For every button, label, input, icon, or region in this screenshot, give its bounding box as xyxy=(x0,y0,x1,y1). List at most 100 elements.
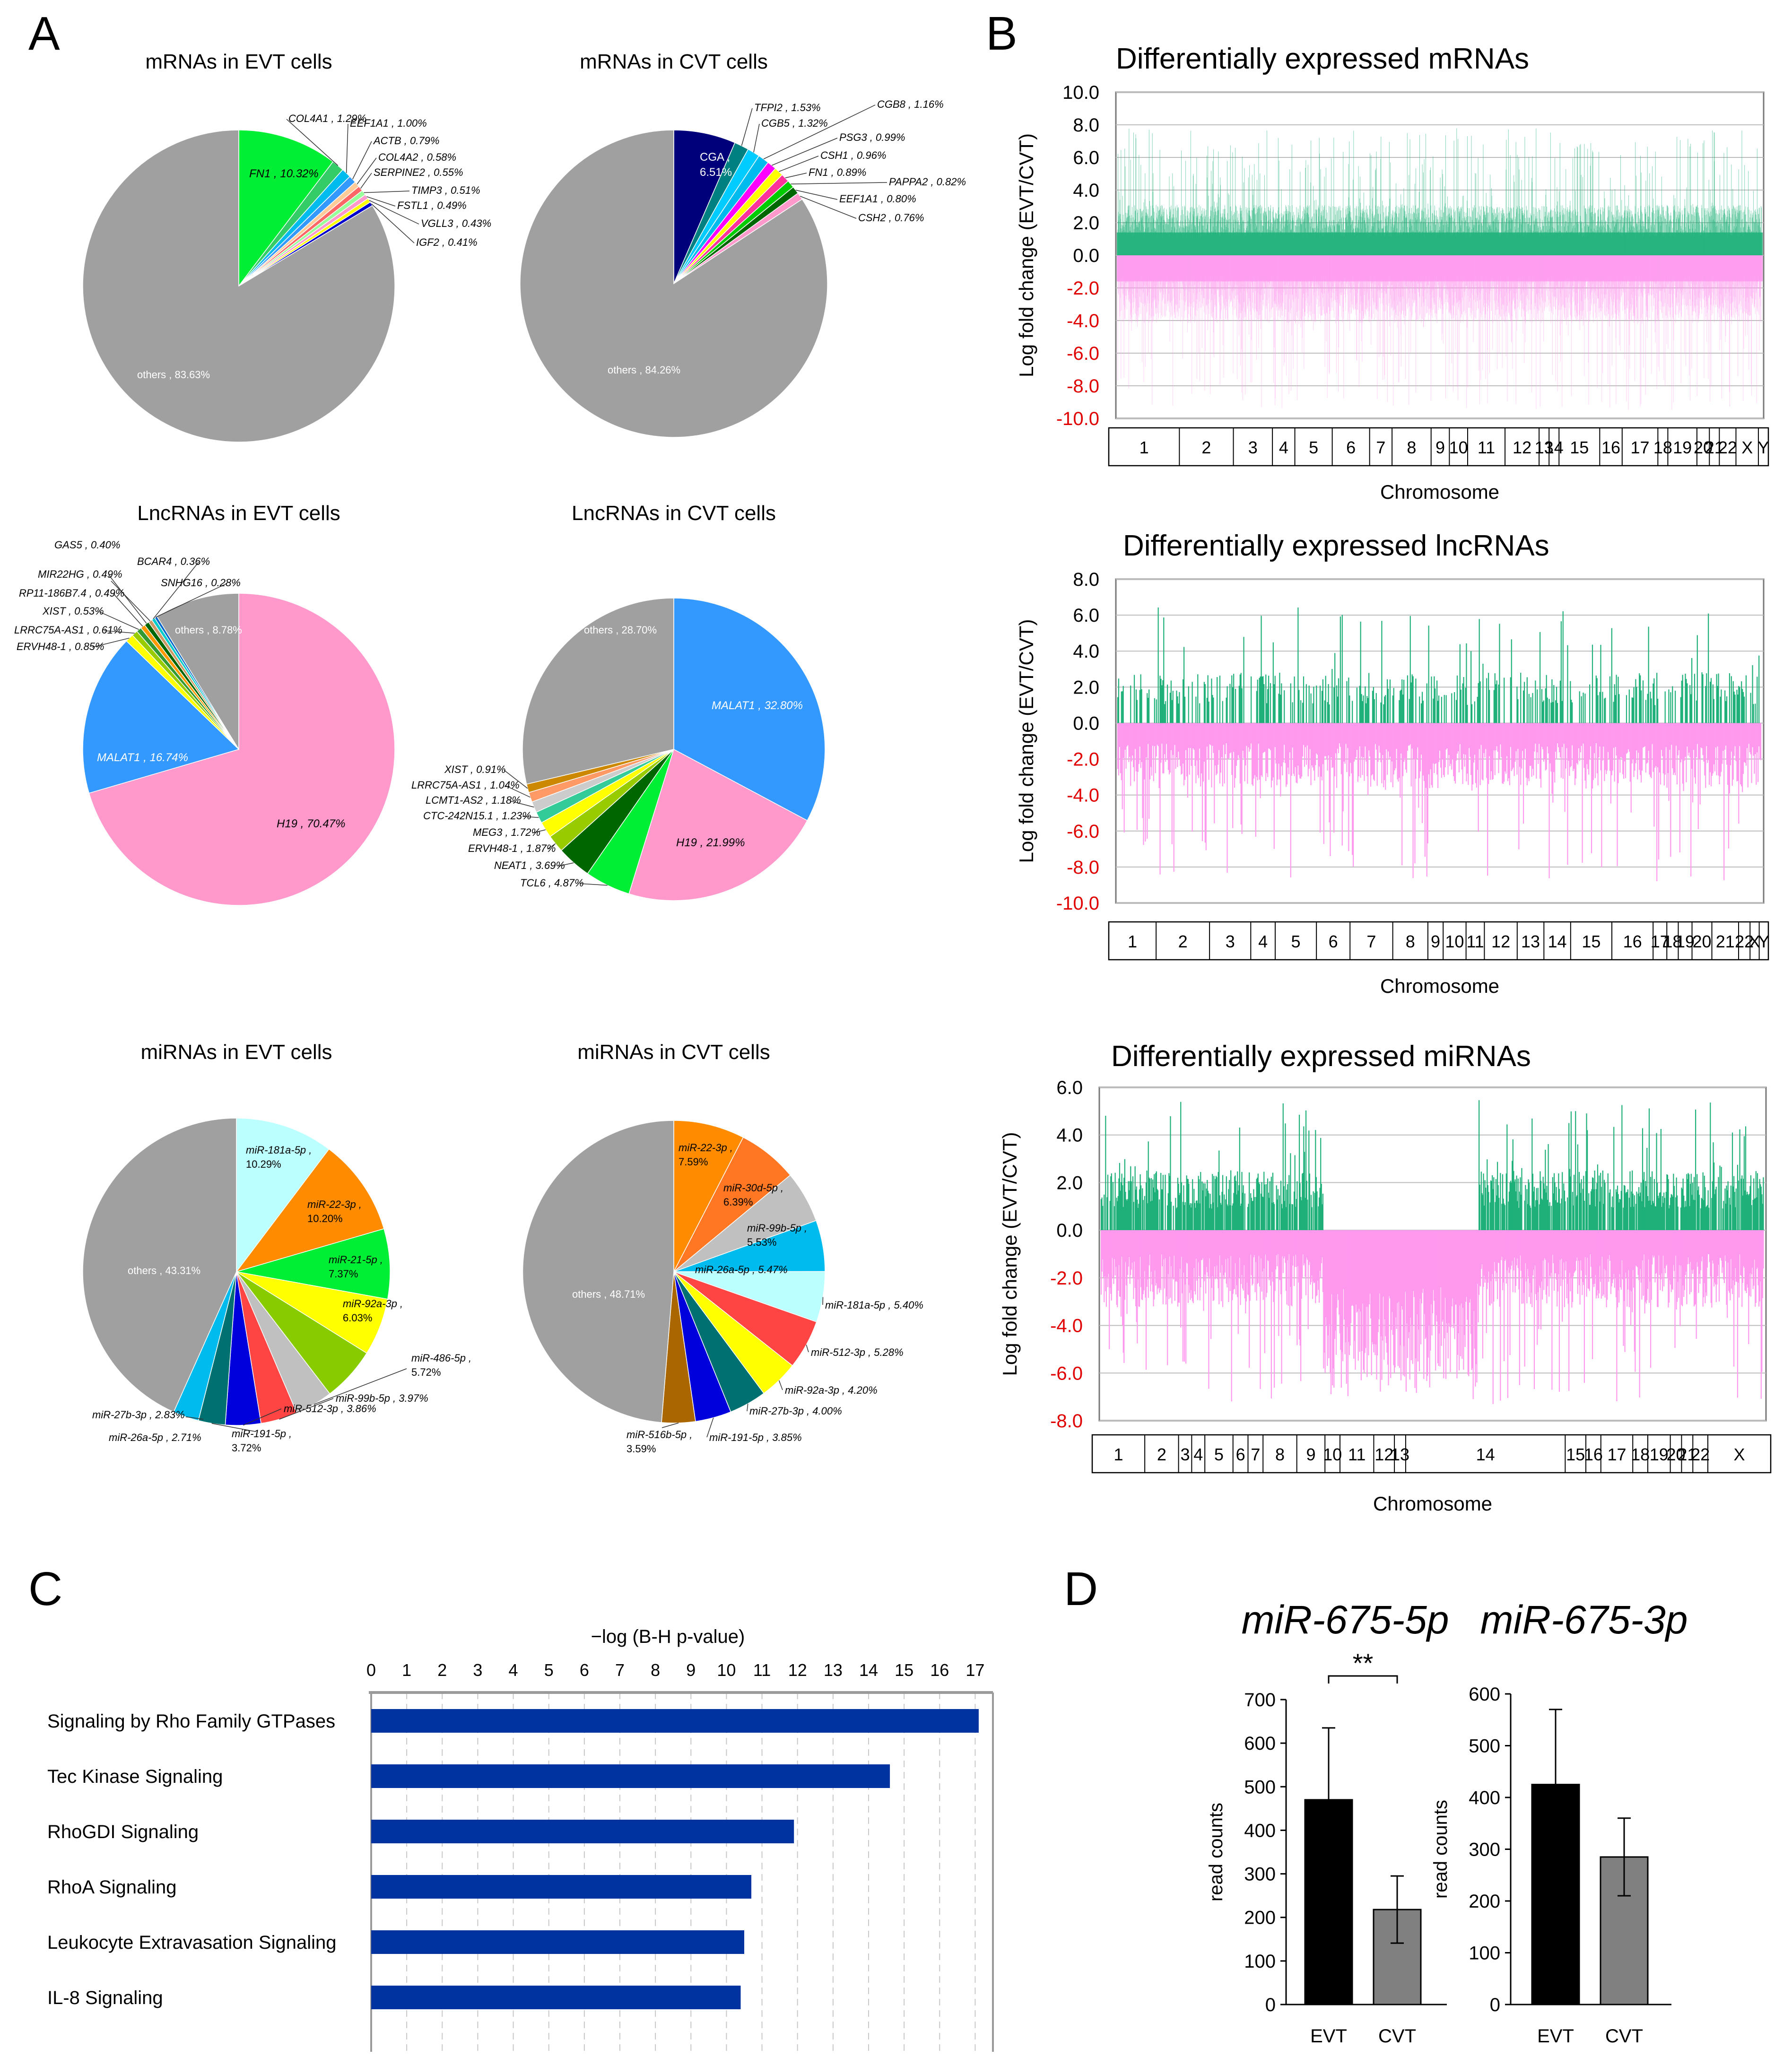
callout-label: COL4A2 , 0.58% xyxy=(378,151,456,163)
slice-label: MALAT1 , 16.74% xyxy=(97,751,188,764)
callout-label: SERPINE2 , 0.55% xyxy=(374,166,463,178)
callout-label: COL4A1 , 1.29% xyxy=(288,113,366,124)
callout-line xyxy=(800,196,857,219)
callout-label: TFPI2 , 1.53% xyxy=(754,102,821,113)
pie-slice xyxy=(520,130,828,438)
slice-label: 10.20% xyxy=(307,1213,343,1224)
slice-label: 5.53% xyxy=(747,1236,776,1248)
callout-label: miR-92a-3p , 4.20% xyxy=(785,1384,878,1396)
slice-label: 7.37% xyxy=(329,1268,358,1280)
callout-line xyxy=(104,630,135,634)
pie-title: LncRNAs in CVT cells xyxy=(572,502,776,525)
pie-slice xyxy=(82,130,395,443)
pie-chart-mrna_evt: mRNAs in EVT cells FN1 , 10.32% others , 8… xyxy=(82,50,491,443)
pie-slice xyxy=(673,598,826,821)
callout-line xyxy=(99,611,139,630)
callout-label: miR-486-5p , xyxy=(411,1352,471,1364)
callout-line xyxy=(706,1417,714,1438)
pie-slice xyxy=(522,598,674,785)
callout-label: CGB5 , 1.32% xyxy=(761,117,828,129)
callout-label: ERVH48-1 , 1.87% xyxy=(468,842,556,854)
y-tick-label: -8.0 xyxy=(1067,376,1099,397)
callout-label: 5.72% xyxy=(411,1366,441,1378)
callout-label: PSG3 , 0.99% xyxy=(839,131,905,143)
y-tick-label: 0.0 xyxy=(1073,245,1099,266)
y-tick-label: 4.0 xyxy=(1073,180,1099,201)
callout-label: EEF1A1 , 0.80% xyxy=(839,193,916,205)
callout-line xyxy=(364,191,410,193)
callout-label: miR-27b-3p , 2.83% xyxy=(92,1409,185,1421)
pie-slice xyxy=(673,130,736,284)
callout-label: XIST , 0.91% xyxy=(444,764,506,775)
slice-label: miR-22-3p , xyxy=(307,1198,362,1210)
callout-label: CGB8 , 1.16% xyxy=(877,98,944,110)
callout-line xyxy=(313,1368,407,1405)
callout-label: MIR22HG , 0.49% xyxy=(38,568,122,580)
y-tick-label: 2.0 xyxy=(1073,213,1099,234)
slice-label: others , 84.26% xyxy=(608,364,680,376)
callout-line xyxy=(741,108,753,146)
callout-label: MEG3 , 1.72% xyxy=(473,826,540,838)
callout-line xyxy=(369,200,419,225)
callout-label: FN1 , 0.89% xyxy=(809,166,866,178)
slice-label: 10.29% xyxy=(246,1158,281,1170)
pie-slice xyxy=(235,1148,384,1273)
callout-line xyxy=(772,138,838,166)
callout-line xyxy=(92,637,130,648)
slice-label: CGA , xyxy=(700,151,730,164)
callout-label: CSH2 , 0.76% xyxy=(858,212,924,224)
callout-label: BCAR4 , 0.36% xyxy=(137,555,210,567)
callout-line xyxy=(791,182,887,184)
callout-label: miR-27b-3p , 4.00% xyxy=(749,1405,842,1417)
pie-slice xyxy=(236,1271,388,1354)
callout-line xyxy=(806,1345,809,1353)
callout-line xyxy=(108,574,147,624)
callout-line xyxy=(113,593,143,627)
panel-letter-b: B xyxy=(986,7,1018,60)
slice-label: H19 , 21.99% xyxy=(676,836,745,849)
callout-line xyxy=(153,562,199,619)
callout-label: LRRC75A-AS1 , 1.04% xyxy=(411,779,520,791)
callout-label: RP11-186B7.4 , 0.49% xyxy=(19,587,124,599)
pie-slice xyxy=(673,1120,744,1272)
y-tick-label: 8.0 xyxy=(1073,115,1099,136)
pie-slice xyxy=(238,130,334,287)
callout-line xyxy=(360,173,372,189)
callout-label: miR-191-5p , 3.85% xyxy=(709,1432,802,1443)
callout-line xyxy=(547,843,556,850)
pie-chart-lnc_cvt: LncRNAs in CVT cells MALAT1 , 32.80% H19 ,… xyxy=(411,502,826,901)
volcano-title: Differentially expressed mRNAs xyxy=(1116,43,1529,75)
y-tick-label: -6.0 xyxy=(1067,343,1099,364)
callout-line xyxy=(504,770,528,789)
callout-line xyxy=(753,123,760,153)
callout-line xyxy=(185,1416,204,1420)
callout-line xyxy=(795,190,838,200)
slice-label: MALAT1 , 32.80% xyxy=(712,699,803,712)
slice-label: miR-92a-3p , xyxy=(343,1298,403,1310)
slice-label: 6.03% xyxy=(343,1312,372,1324)
callout-label: XIST , 0.53% xyxy=(42,605,104,617)
callout-label: CTC-242N15.1 , 1.23% xyxy=(423,810,531,822)
pie-chart-mirna_cvt: miRNAs in CVT cells others , 48.71% miR-22… xyxy=(522,1041,923,1455)
callout-line xyxy=(558,862,574,867)
callout-label: GAS5 , 0.40% xyxy=(54,539,120,551)
callout-line xyxy=(763,104,876,160)
callout-label: CSH1 , 0.96% xyxy=(820,149,886,161)
callout-label: TIMP3 , 0.51% xyxy=(411,184,480,196)
pie-slice xyxy=(522,1120,674,1423)
callout-label: EEF1A1 , 1.00% xyxy=(350,117,427,129)
callout-line xyxy=(366,196,396,207)
callout-line xyxy=(352,141,372,180)
slice-label: others , 48.71% xyxy=(572,1288,645,1300)
callout-line xyxy=(286,119,339,166)
pie-slice xyxy=(628,748,808,901)
callout-line xyxy=(279,1398,334,1420)
callout-line xyxy=(579,883,608,886)
slice-label: others , 43.31% xyxy=(128,1265,200,1276)
pie-chart-lnc_evt: LncRNAs in EVT cells H19 , 70.47% MALAT1 ,… xyxy=(14,502,395,906)
pie-slice xyxy=(88,593,395,906)
y-tick-label: -10.0 xyxy=(1056,408,1099,429)
pie-title: mRNAs in CVT cells xyxy=(580,50,768,73)
volcano-volcano_mrna: Differentially expressed mRNAs 10.0 8.0 6.0… xyxy=(1015,43,1769,503)
callout-label: miR-512-3p , 5.28% xyxy=(811,1346,904,1358)
